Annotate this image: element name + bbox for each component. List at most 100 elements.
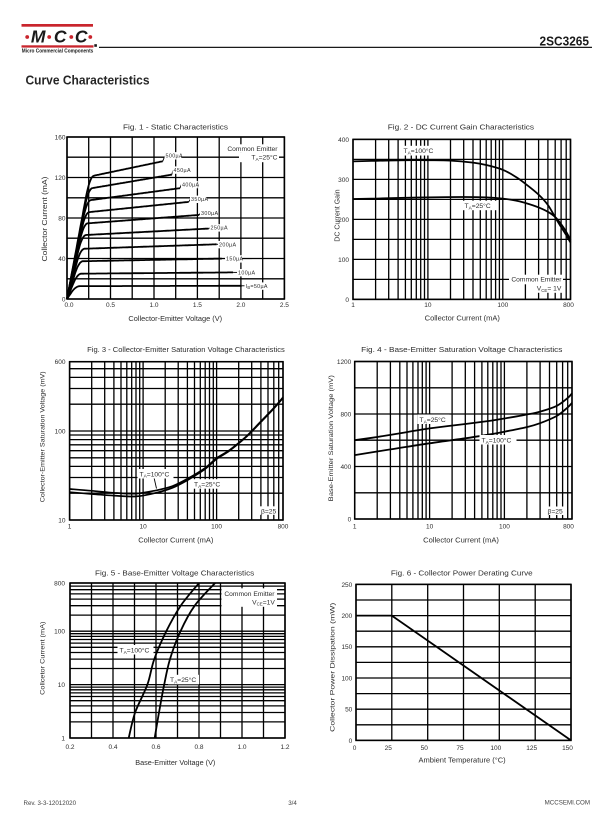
svg-text:Collcetor Current (mA): Collcetor Current (mA) bbox=[40, 622, 47, 695]
svg-text:1: 1 bbox=[353, 524, 357, 531]
svg-text:160: 160 bbox=[55, 134, 66, 141]
svg-text:10: 10 bbox=[58, 682, 66, 689]
svg-text:80: 80 bbox=[58, 215, 66, 222]
svg-text:0: 0 bbox=[348, 516, 352, 523]
svg-text:150: 150 bbox=[562, 745, 573, 752]
svg-text:40: 40 bbox=[58, 256, 66, 263]
svg-text:Rev. 3-3-12012020: Rev. 3-3-12012020 bbox=[24, 800, 77, 807]
svg-text:TA=100°C: TA=100°C bbox=[482, 436, 512, 445]
svg-text:150: 150 bbox=[341, 644, 352, 651]
svg-text:400: 400 bbox=[340, 464, 351, 471]
svg-text:Fig. 5 - Base-Emitter Voltage: Fig. 5 - Base-Emitter Voltage Characteri… bbox=[95, 569, 255, 578]
svg-text:Curve Characteristics: Curve Characteristics bbox=[26, 74, 150, 88]
svg-text:100: 100 bbox=[490, 745, 501, 752]
svg-text:Collector Current (mA): Collector Current (mA) bbox=[138, 538, 213, 545]
svg-text:VCE=1V: VCE=1V bbox=[252, 599, 275, 606]
svg-text:1: 1 bbox=[68, 524, 72, 531]
svg-text:Common Emitter: Common Emitter bbox=[227, 146, 278, 153]
svg-text:DC Current Gain: DC Current Gain bbox=[335, 189, 342, 241]
svg-text:100: 100 bbox=[211, 524, 222, 531]
svg-text:100: 100 bbox=[54, 629, 65, 636]
svg-text:Fig. 3 - Collector-Emitter Sat: Fig. 3 - Collector-Emitter Saturation Vo… bbox=[87, 345, 285, 354]
svg-text:VCE= 1V: VCE= 1V bbox=[537, 286, 562, 293]
svg-text:200: 200 bbox=[341, 613, 352, 620]
svg-text:TA=25°C: TA=25°C bbox=[465, 202, 491, 211]
svg-text:0.5: 0.5 bbox=[106, 302, 115, 309]
svg-text:Collector Power Dissipation (m: Collector Power Dissipation (mW) bbox=[330, 603, 337, 732]
svg-text:600: 600 bbox=[55, 359, 66, 366]
svg-text:10: 10 bbox=[424, 302, 432, 309]
svg-text:TA=25°C: TA=25°C bbox=[420, 416, 446, 425]
svg-text:120: 120 bbox=[55, 175, 66, 182]
svg-text:0.2: 0.2 bbox=[65, 744, 74, 751]
svg-text:25: 25 bbox=[385, 745, 393, 752]
svg-text:TA=100°C: TA=100°C bbox=[140, 470, 170, 479]
svg-text:0.4: 0.4 bbox=[108, 744, 117, 751]
svg-text:0.6: 0.6 bbox=[151, 744, 160, 751]
svg-text:100: 100 bbox=[497, 302, 508, 309]
svg-text:400µA: 400µA bbox=[182, 182, 199, 188]
svg-text:Common Emitter: Common Emitter bbox=[224, 591, 275, 598]
svg-text:400: 400 bbox=[338, 137, 349, 144]
svg-text:Collector-Emitter Voltage (V): Collector-Emitter Voltage (V) bbox=[128, 316, 222, 323]
svg-text:TA=25°C: TA=25°C bbox=[170, 676, 196, 685]
svg-text:50: 50 bbox=[345, 707, 353, 714]
svg-text:MCCSEMI.COM: MCCSEMI.COM bbox=[545, 800, 590, 807]
svg-text:Fig. 2 - DC Current Gain Chara: Fig. 2 - DC Current Gain Characteristics bbox=[388, 123, 535, 132]
svg-text:2.5: 2.5 bbox=[280, 302, 289, 309]
svg-text:100: 100 bbox=[341, 675, 352, 682]
svg-text:800: 800 bbox=[278, 524, 289, 531]
svg-text:10: 10 bbox=[426, 524, 434, 531]
svg-text:1.2: 1.2 bbox=[280, 744, 289, 751]
svg-text:C: C bbox=[75, 27, 88, 47]
svg-text:Collector-Emitter Saturation V: Collector-Emitter Saturation Voltage (mV… bbox=[40, 371, 47, 502]
svg-text:300: 300 bbox=[338, 177, 349, 184]
svg-text:0: 0 bbox=[353, 745, 357, 752]
svg-text:800: 800 bbox=[340, 411, 351, 418]
svg-text:Collector Current (mA): Collector Current (mA) bbox=[42, 177, 49, 262]
svg-text:150µA: 150µA bbox=[226, 257, 243, 263]
svg-text:800: 800 bbox=[563, 302, 574, 309]
svg-text:IB=50µA: IB=50µA bbox=[246, 284, 268, 290]
svg-text:0.0: 0.0 bbox=[64, 302, 73, 309]
svg-text:200: 200 bbox=[338, 217, 349, 224]
svg-text:250µA: 250µA bbox=[211, 226, 228, 232]
svg-text:100: 100 bbox=[499, 524, 510, 531]
svg-text:500µA: 500µA bbox=[166, 154, 183, 160]
svg-text:TA=100°C: TA=100°C bbox=[404, 147, 434, 156]
svg-text:Base-Emitter Saturation Voltag: Base-Emitter Saturation Voltage (mV) bbox=[328, 375, 335, 501]
svg-text:800: 800 bbox=[54, 580, 65, 587]
svg-text:200µA: 200µA bbox=[219, 242, 236, 248]
svg-text:0: 0 bbox=[345, 297, 349, 304]
svg-text:1: 1 bbox=[351, 302, 355, 309]
svg-text:C: C bbox=[54, 27, 67, 47]
svg-text:100µA: 100µA bbox=[238, 270, 255, 276]
svg-text:1.5: 1.5 bbox=[193, 302, 202, 309]
svg-text:75: 75 bbox=[456, 745, 464, 752]
svg-text:0: 0 bbox=[62, 296, 66, 303]
svg-text:800: 800 bbox=[563, 524, 574, 531]
svg-text:Collector Current (mA): Collector Current (mA) bbox=[425, 316, 500, 323]
svg-text:Ambient Temperature (°C): Ambient Temperature (°C) bbox=[419, 757, 506, 765]
svg-text:450µA: 450µA bbox=[174, 168, 191, 174]
svg-text:10: 10 bbox=[139, 524, 147, 531]
svg-text:2.0: 2.0 bbox=[236, 302, 245, 309]
svg-text:β=25: β=25 bbox=[548, 509, 563, 516]
svg-text:TA=25°C: TA=25°C bbox=[194, 481, 220, 490]
svg-text:Fig. 4 - Base-Emitter Saturati: Fig. 4 - Base-Emitter Saturation Voltage… bbox=[361, 345, 563, 354]
svg-text:TA=100°C: TA=100°C bbox=[120, 647, 150, 656]
svg-text:Base-Emitter Voltage (V): Base-Emitter Voltage (V) bbox=[135, 760, 215, 767]
svg-text:Common Emitter: Common Emitter bbox=[511, 277, 562, 284]
svg-text:Fig. 6 - Collector Power Derat: Fig. 6 - Collector Power Derating Curve bbox=[391, 569, 533, 578]
svg-text:300µA: 300µA bbox=[201, 211, 218, 217]
svg-text:250: 250 bbox=[341, 582, 352, 589]
svg-text:125: 125 bbox=[526, 745, 537, 752]
svg-text:Fig. 1 - Static Characteristic: Fig. 1 - Static Characteristics bbox=[123, 123, 228, 132]
svg-text:100: 100 bbox=[55, 428, 66, 435]
svg-text:100: 100 bbox=[338, 257, 349, 264]
svg-text:50: 50 bbox=[421, 745, 429, 752]
svg-text:0.8: 0.8 bbox=[194, 744, 203, 751]
svg-text:3/4: 3/4 bbox=[288, 800, 297, 807]
svg-text:Collector Current (mA): Collector Current (mA) bbox=[423, 537, 499, 544]
svg-text:β=25: β=25 bbox=[261, 508, 276, 515]
